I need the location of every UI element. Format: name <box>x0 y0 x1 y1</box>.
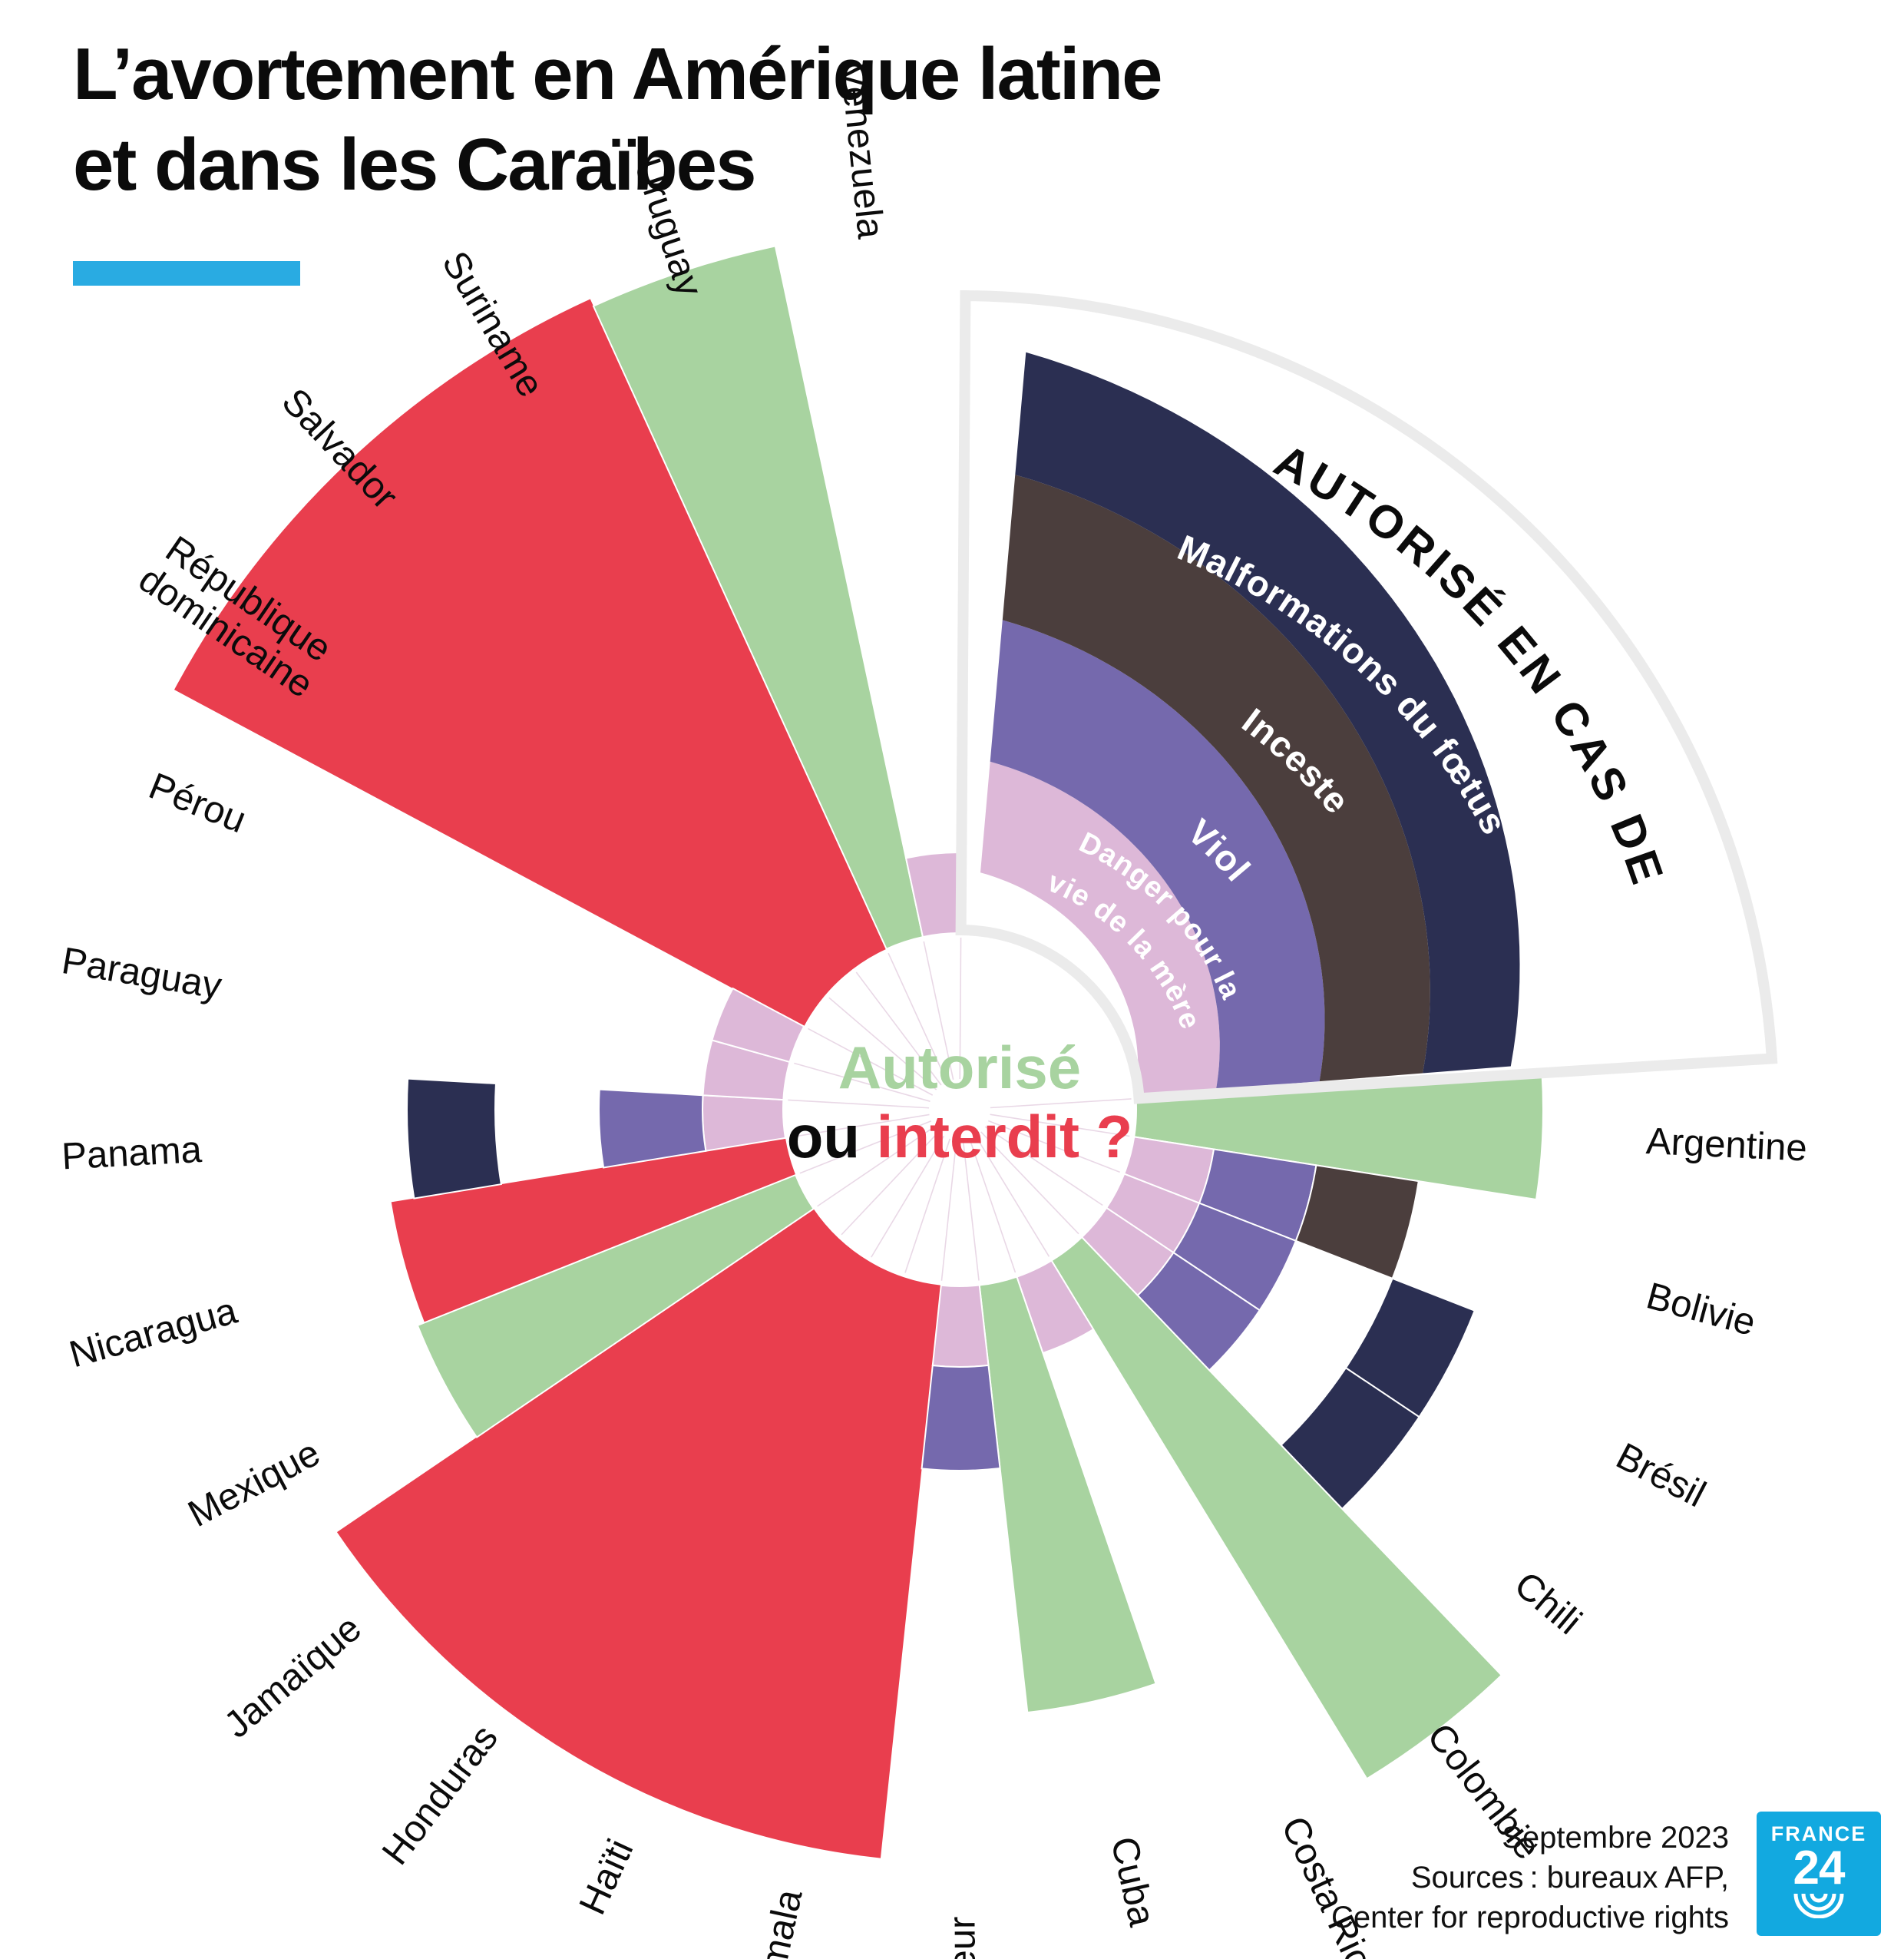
footer-source-2: Center for reproductive rights <box>1330 1901 1729 1934</box>
country-label-cuba: Cuba <box>1102 1833 1162 1931</box>
sector-autorise-cuba <box>978 1276 1157 1714</box>
logo-brand-text: FRANCE <box>1770 1822 1867 1845</box>
country-label-jamaique: Jamaïque <box>217 1607 369 1746</box>
country-label-line: Jamaïque <box>217 1607 369 1746</box>
hub-spoke <box>940 1140 957 1281</box>
country-label-perou: Pérou <box>143 765 251 841</box>
ring-inceste-bolivie <box>1294 1164 1420 1280</box>
page-title: L’avortement en Amérique latine et dans … <box>73 29 1163 210</box>
hub-spoke <box>990 1098 1132 1109</box>
country-label-paraguay: Paraguay <box>59 940 225 1008</box>
ring-malformations-panama <box>406 1077 502 1200</box>
logo-number-text: 24 <box>1793 1842 1846 1894</box>
title-line-2: et dans les Caraïbes <box>73 124 756 206</box>
hub-spoke <box>923 941 954 1080</box>
hub-spoke <box>888 952 948 1082</box>
hub-text-interdit: interdit ? <box>877 1103 1133 1170</box>
country-label-line: Paraguay <box>59 940 225 1008</box>
logo-swirl-icon <box>1793 1893 1844 1918</box>
legend-band-inceste <box>1002 475 1430 1082</box>
sector-autorise-mexique <box>416 1173 815 1438</box>
country-label-guatemala: Guatemala <box>731 1885 811 1959</box>
hub-spoke <box>794 1062 931 1102</box>
hub-spoke <box>984 1126 1103 1206</box>
country-label-line: Mexique <box>182 1432 327 1535</box>
sector-autorise-argentine <box>1133 1072 1544 1201</box>
hub-spoke <box>828 997 937 1090</box>
sector-interdit-group-A <box>336 1209 941 1858</box>
title-line-1: L’avortement en Amérique latine <box>73 33 1163 115</box>
hub-spoke <box>980 1131 1079 1235</box>
country-label-honduras: Honduras <box>375 1717 506 1872</box>
legend-band-danger <box>980 761 1220 1096</box>
legend-band-malformations <box>1015 352 1520 1074</box>
country-label-venezuela: Venezuela <box>832 61 891 241</box>
country-label-panama: Panama <box>61 1129 203 1178</box>
country-label-argentine: Argentine <box>1645 1120 1808 1169</box>
sector-interdit-group-B <box>391 1137 796 1323</box>
footer-credits: Septembre 2023 Sources : bureaux AFP, Ce… <box>1331 1818 1729 1937</box>
country-label-mexique: Mexique <box>182 1432 327 1535</box>
country-label-line: Brésil <box>1609 1435 1712 1515</box>
ring-viol-equateur <box>921 1364 1001 1471</box>
ring-danger-perou <box>711 987 805 1064</box>
footer-source-1: Sources : bureaux AFP, <box>1410 1861 1729 1894</box>
country-label-line: Nicaragua <box>65 1290 242 1376</box>
country-label-line: Bolivie <box>1642 1275 1760 1344</box>
hub-spoke <box>969 1138 1016 1273</box>
sector-autorise-colombie <box>1050 1236 1503 1780</box>
hub-spoke <box>841 1131 940 1236</box>
country-label-line: Pérou <box>143 765 251 841</box>
hub-spoke <box>808 1027 934 1096</box>
country-label-uruguay: Uruguay <box>626 154 711 302</box>
hub-spoke <box>962 1140 980 1281</box>
hub-spoke <box>987 1120 1120 1173</box>
country-label-line: Honduras <box>375 1717 506 1872</box>
hub-spoke <box>855 971 942 1086</box>
footer-date: Septembre 2023 <box>1502 1821 1729 1855</box>
legend-band-viol <box>990 620 1325 1090</box>
country-label-bolivie: Bolivie <box>1642 1275 1760 1344</box>
hub-spoke <box>788 1099 930 1109</box>
country-label-line: Haïti <box>571 1833 641 1921</box>
accent-bar <box>73 261 300 286</box>
country-label-line: Uruguay <box>626 154 711 302</box>
hub-spoke <box>990 1114 1130 1137</box>
country-label-line: Argentine <box>1645 1120 1808 1169</box>
country-label-nicaragua: Nicaragua <box>65 1290 242 1376</box>
hub-spoke <box>904 1138 951 1273</box>
sector-autorise-uruguay <box>592 245 924 951</box>
hub-spoke <box>789 1114 930 1138</box>
country-label-line: Équateur <box>941 1916 983 1959</box>
hub-spoke <box>817 1126 935 1207</box>
hub-spoke <box>799 1120 932 1174</box>
hub-text-ou-interdit: ou interdit ? <box>787 1103 1133 1170</box>
country-label-line: Panama <box>61 1129 203 1178</box>
hub-spoke <box>975 1135 1050 1257</box>
country-label-bresil: Brésil <box>1609 1435 1712 1515</box>
country-label-haiti: Haïti <box>571 1833 641 1921</box>
country-label-line: Venezuela <box>832 61 891 241</box>
hub-spoke <box>871 1135 945 1258</box>
ring-viol-panama <box>598 1088 707 1169</box>
country-label-line: Guatemala <box>731 1885 811 1959</box>
country-label-chili: Chili <box>1506 1564 1589 1643</box>
country-label-line: Chili <box>1506 1564 1589 1643</box>
ring-danger-equateur <box>931 1284 990 1368</box>
country-label-line: Cuba <box>1102 1833 1162 1931</box>
france24-logo: FRANCE 24 <box>1757 1812 1881 1936</box>
hub-text-autorise: Autorisé <box>838 1034 1081 1101</box>
sector-interdit-group-C <box>174 299 887 1027</box>
legend-wedge-border <box>955 290 1778 1104</box>
hub-text-ou: ou <box>787 1103 877 1170</box>
country-label-equateur: Équateur <box>941 1916 983 1959</box>
